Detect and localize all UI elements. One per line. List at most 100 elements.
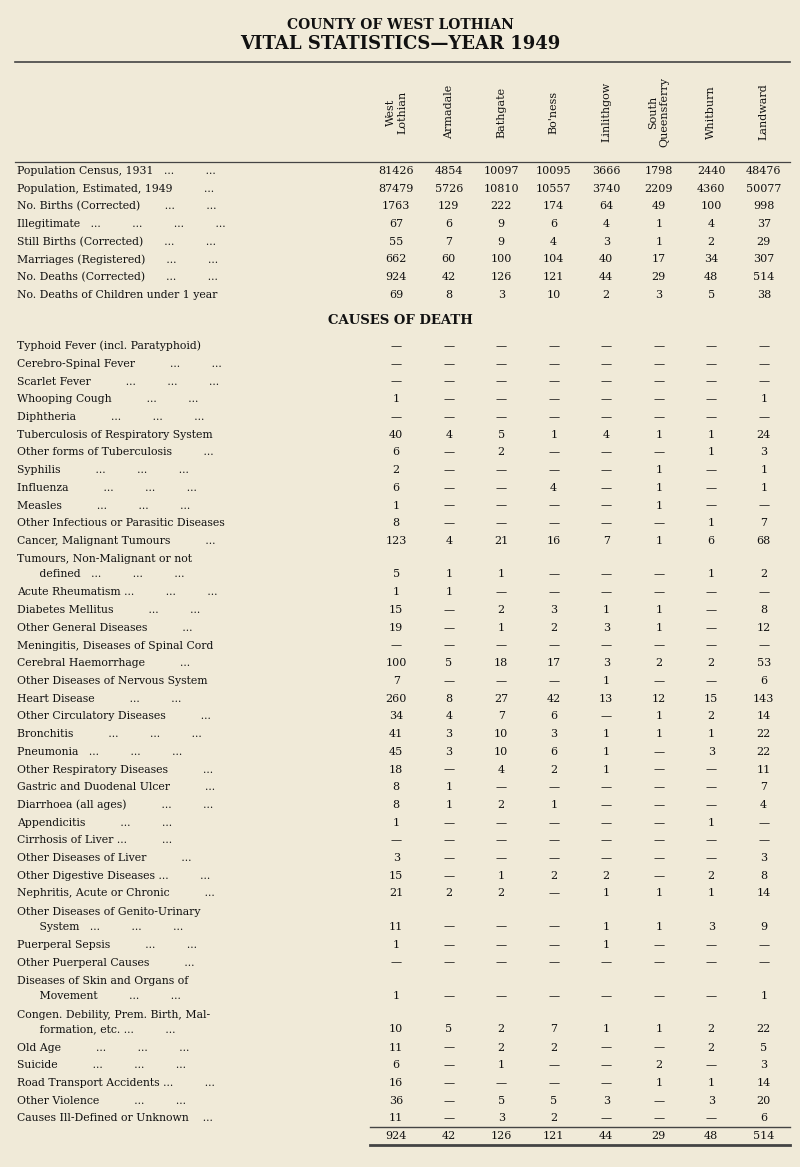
Text: 15: 15 <box>389 606 403 615</box>
Text: Road Transport Accidents ...         ...: Road Transport Accidents ... ... <box>17 1078 215 1088</box>
Text: 1: 1 <box>393 501 400 511</box>
Text: —: — <box>653 818 664 827</box>
Text: —: — <box>601 853 612 864</box>
Text: Armadale: Armadale <box>444 85 454 139</box>
Text: Other Digestive Diseases ...         ...: Other Digestive Diseases ... ... <box>17 871 210 881</box>
Text: 3: 3 <box>708 1096 715 1105</box>
Text: 29: 29 <box>757 237 771 246</box>
Text: 11: 11 <box>389 922 403 931</box>
Text: —: — <box>601 641 612 650</box>
Text: —: — <box>443 359 454 369</box>
Text: 1: 1 <box>655 729 662 739</box>
Text: 2: 2 <box>760 569 767 579</box>
Text: —: — <box>653 587 664 598</box>
Text: 514: 514 <box>753 272 774 282</box>
Text: 17: 17 <box>546 658 561 669</box>
Text: —: — <box>443 1096 454 1105</box>
Text: Other Infectious or Parasitic Diseases: Other Infectious or Parasitic Diseases <box>17 518 225 529</box>
Text: —: — <box>390 641 402 650</box>
Text: 42: 42 <box>546 693 561 704</box>
Text: 104: 104 <box>543 254 565 265</box>
Text: —: — <box>758 958 770 967</box>
Text: 1: 1 <box>445 587 452 598</box>
Text: —: — <box>548 836 559 845</box>
Text: 34: 34 <box>704 254 718 265</box>
Text: —: — <box>706 341 717 351</box>
Text: Bo'ness: Bo'ness <box>549 90 558 133</box>
Text: —: — <box>496 818 507 827</box>
Text: —: — <box>443 939 454 950</box>
Text: —: — <box>548 569 559 579</box>
Text: Population, Estimated, 1949         ...: Population, Estimated, 1949 ... <box>17 183 214 194</box>
Text: —: — <box>496 394 507 404</box>
Text: —: — <box>601 991 612 1000</box>
Text: 12: 12 <box>652 693 666 704</box>
Text: 1: 1 <box>498 1061 505 1070</box>
Text: 4360: 4360 <box>697 183 726 194</box>
Text: No. Births (Corrected)       ...         ...: No. Births (Corrected) ... ... <box>17 201 217 211</box>
Text: —: — <box>496 641 507 650</box>
Text: 22: 22 <box>757 747 771 757</box>
Text: —: — <box>548 412 559 422</box>
Text: 55: 55 <box>389 237 403 246</box>
Text: 1: 1 <box>602 764 610 775</box>
Text: —: — <box>548 341 559 351</box>
Text: 1: 1 <box>602 729 610 739</box>
Text: Cerebral Haemorrhage          ...: Cerebral Haemorrhage ... <box>17 658 190 669</box>
Text: 16: 16 <box>389 1078 403 1088</box>
Text: 64: 64 <box>599 201 614 211</box>
Text: 2440: 2440 <box>697 166 726 176</box>
Text: —: — <box>548 359 559 369</box>
Text: Other Respiratory Diseases          ...: Other Respiratory Diseases ... <box>17 764 213 775</box>
Text: 1: 1 <box>393 587 400 598</box>
Text: 8: 8 <box>393 782 400 792</box>
Text: —: — <box>706 782 717 792</box>
Text: Illegitimate   ...         ...         ...         ...: Illegitimate ... ... ... ... <box>17 219 226 229</box>
Text: 3: 3 <box>602 623 610 633</box>
Text: Marriages (Registered)      ...         ...: Marriages (Registered) ... ... <box>17 254 218 265</box>
Text: —: — <box>548 447 559 457</box>
Text: 7: 7 <box>446 237 452 246</box>
Text: 81426: 81426 <box>378 166 414 176</box>
Text: 2: 2 <box>708 1042 715 1053</box>
Text: 3: 3 <box>602 237 610 246</box>
Text: 49: 49 <box>652 201 666 211</box>
Text: 174: 174 <box>543 201 564 211</box>
Text: Other Diseases of Genito-Urinary: Other Diseases of Genito-Urinary <box>17 907 201 917</box>
Text: —: — <box>706 483 717 492</box>
Text: 6: 6 <box>708 536 715 546</box>
Text: —: — <box>443 853 454 864</box>
Text: 21: 21 <box>389 888 403 899</box>
Text: —: — <box>758 587 770 598</box>
Text: 1: 1 <box>760 991 767 1000</box>
Text: 4: 4 <box>602 219 610 229</box>
Text: 5: 5 <box>445 658 452 669</box>
Text: 2: 2 <box>550 623 558 633</box>
Text: 100: 100 <box>701 201 722 211</box>
Text: 1: 1 <box>708 729 715 739</box>
Text: —: — <box>653 394 664 404</box>
Text: —: — <box>653 569 664 579</box>
Text: —: — <box>601 587 612 598</box>
Text: 7: 7 <box>760 782 767 792</box>
Text: —: — <box>653 853 664 864</box>
Text: —: — <box>548 1061 559 1070</box>
Text: —: — <box>443 412 454 422</box>
Text: —: — <box>706 1061 717 1070</box>
Text: Still Births (Corrected)      ...         ...: Still Births (Corrected) ... ... <box>17 237 216 247</box>
Text: 2: 2 <box>550 1042 558 1053</box>
Text: 4: 4 <box>550 237 558 246</box>
Text: CAUSES OF DEATH: CAUSES OF DEATH <box>327 314 473 327</box>
Text: 1: 1 <box>655 501 662 511</box>
Text: 34: 34 <box>389 712 403 721</box>
Text: 1: 1 <box>393 991 400 1000</box>
Text: —: — <box>706 764 717 775</box>
Text: 1: 1 <box>655 606 662 615</box>
Text: Other General Diseases          ...: Other General Diseases ... <box>17 623 193 633</box>
Text: Other Diseases of Nervous System: Other Diseases of Nervous System <box>17 676 207 686</box>
Text: —: — <box>496 501 507 511</box>
Text: 8: 8 <box>445 693 452 704</box>
Text: —: — <box>443 606 454 615</box>
Text: Typhoid Fever (incl. Paratyphoid): Typhoid Fever (incl. Paratyphoid) <box>17 341 201 351</box>
Text: 1: 1 <box>445 569 452 579</box>
